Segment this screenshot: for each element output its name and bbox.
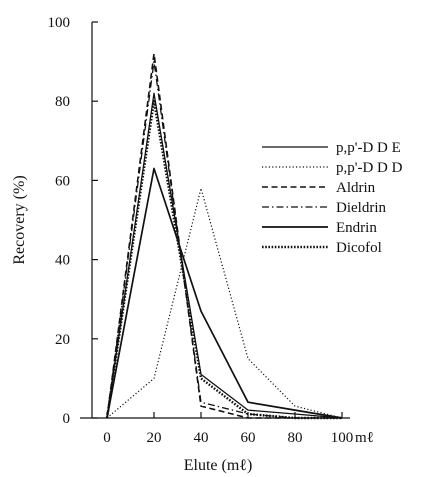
series-line-dicofol xyxy=(105,99,342,420)
series-line-p-p-d-d-d xyxy=(106,187,343,419)
legend-label-endrin: Endrin xyxy=(336,220,377,236)
x-tick-label-80: 80 xyxy=(288,430,303,446)
y-tick-label-40: 40 xyxy=(55,253,70,269)
x-axis-title: Elute (mℓ) xyxy=(184,457,253,474)
y-tick-label-100: 100 xyxy=(48,15,71,31)
x-tick-label-0: 0 xyxy=(103,430,111,446)
series-line-dieldrin xyxy=(106,60,342,419)
legend-label-p-p-d-d-e: p,p'-D D E xyxy=(336,140,401,156)
x-unit-label: mℓ xyxy=(355,430,374,446)
legend: p,p'-D D E p,p'-D D D Aldrin Dieldrin Endrin… xyxy=(262,140,403,256)
series-line-endrin xyxy=(106,167,343,419)
y-tick-label-20: 20 xyxy=(55,332,70,348)
legend-label-aldrin: Aldrin xyxy=(336,180,376,196)
series-group xyxy=(105,52,343,420)
y-axis-title: Recovery (%) xyxy=(11,175,28,264)
x-tick-label-20: 20 xyxy=(147,430,162,446)
x-tick-label-60: 60 xyxy=(241,430,256,446)
legend-label-p-p-d-d-d: p,p'-D D D xyxy=(336,160,403,176)
axes xyxy=(80,22,350,419)
y-tick-label-0: 0 xyxy=(63,411,71,427)
y-tick-label-80: 80 xyxy=(55,94,70,110)
legend-label-dieldrin: Dieldrin xyxy=(336,200,386,216)
legend-label-dicofol: Dicofol xyxy=(336,240,382,256)
x-ticks: 0 20 40 60 80 100 xyxy=(103,412,353,446)
x-tick-label-40: 40 xyxy=(194,430,209,446)
series-line-aldrin xyxy=(106,52,342,419)
y-ticks: 0 20 40 60 80 100 xyxy=(48,15,98,427)
y-tick-label-60: 60 xyxy=(55,173,70,189)
x-tick-label-100: 100 xyxy=(331,430,354,446)
